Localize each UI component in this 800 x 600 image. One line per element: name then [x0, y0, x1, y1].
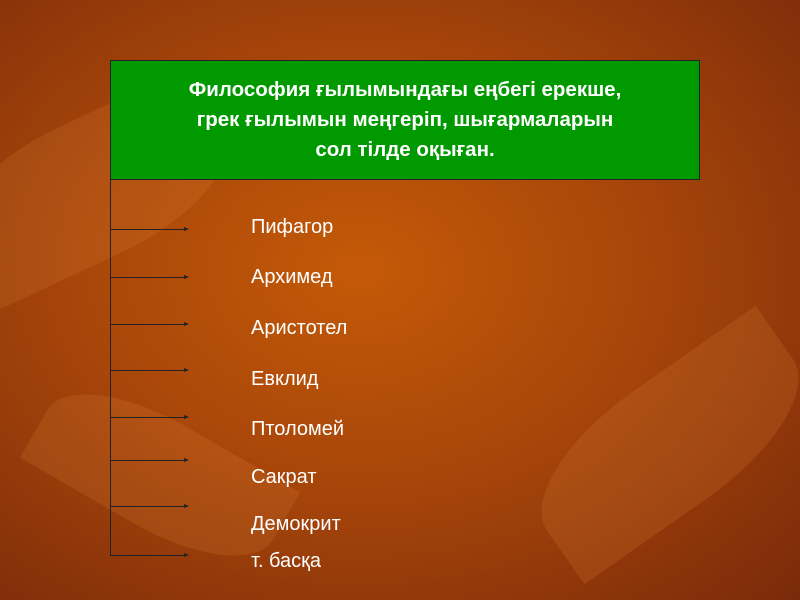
list-item: Сакрат	[251, 466, 317, 488]
arrow	[110, 322, 189, 326]
arrow	[110, 415, 189, 419]
list-item: Евклид	[251, 368, 319, 390]
arrow	[110, 227, 189, 231]
list-item: Архимед	[251, 266, 333, 288]
connector-line	[110, 180, 111, 556]
title-box: Философия ғылымындағы еңбегі ерекше, гре…	[110, 60, 700, 180]
list-item: т. басқа	[251, 550, 322, 572]
list-item: Аристотел	[251, 317, 348, 339]
background-leaf-decoration	[509, 305, 800, 585]
list-item: Птоломей	[251, 418, 345, 440]
arrow	[110, 504, 189, 508]
list-item: Пифагор	[251, 216, 334, 238]
arrow	[110, 458, 189, 462]
list-item: Демокрит	[251, 513, 341, 535]
arrow	[110, 553, 189, 557]
arrow	[110, 368, 189, 372]
arrow	[110, 275, 189, 279]
